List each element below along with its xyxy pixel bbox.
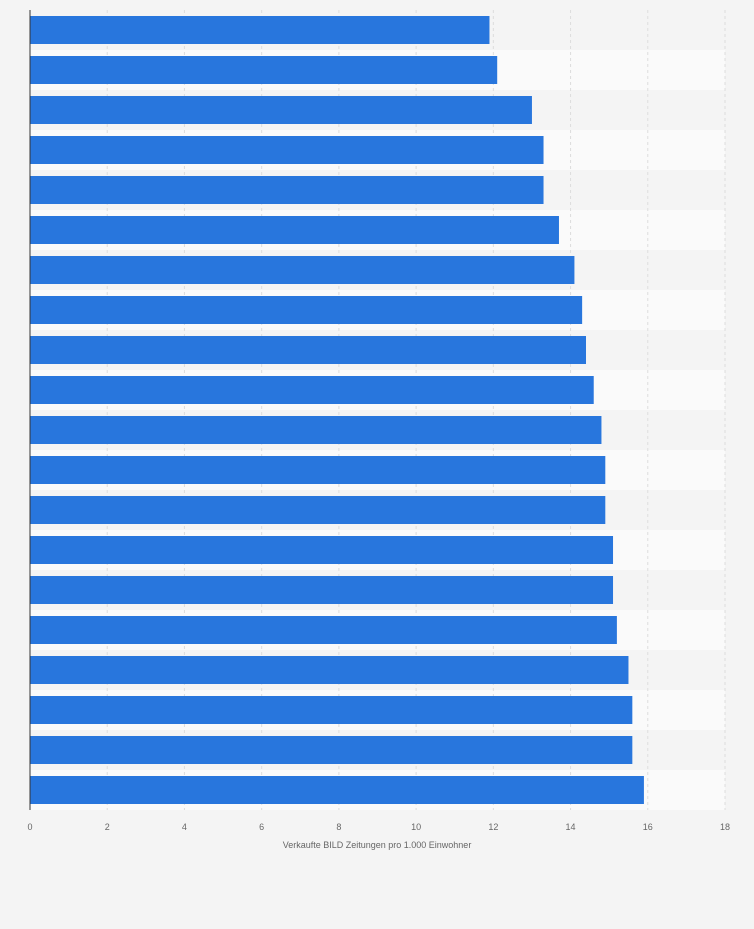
bar [30,296,583,324]
x-tick-label: 4 [182,822,187,832]
bar [30,216,559,244]
bar [30,56,498,84]
bar [30,96,532,124]
bar [30,616,617,644]
x-tick-label: 6 [259,822,264,832]
x-tick-label: 2 [105,822,110,832]
row-bands [30,10,725,810]
bar [30,416,602,444]
x-tick-label: 12 [488,822,498,832]
x-tick-label: 14 [566,822,576,832]
x-tick-label: 18 [720,822,730,832]
bar [30,776,644,804]
bar [30,256,575,284]
x-tick-label: 16 [643,822,653,832]
bar [30,496,606,524]
bar [30,176,544,204]
bar [30,376,594,404]
bar [30,456,606,484]
bar [30,656,629,684]
x-tick-label: 0 [27,822,32,832]
x-axis-title: Verkaufte BILD Zeitungen pro 1.000 Einwo… [283,840,472,850]
x-tick-label: 10 [411,822,421,832]
bar [30,136,544,164]
bar [30,536,614,564]
bar [30,336,586,364]
bar [30,16,490,44]
bar [30,736,633,764]
bar [30,576,614,604]
x-tick-labels: 0 2 4 6 8 10 12 14 16 18 [27,822,730,832]
bar [30,696,633,724]
bars [30,16,644,804]
x-tick-label: 8 [336,822,341,832]
